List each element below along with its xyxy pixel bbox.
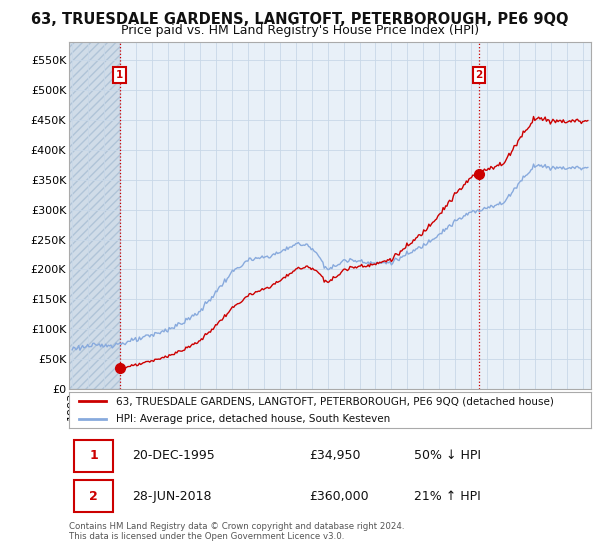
Text: £34,950: £34,950 xyxy=(309,449,361,463)
Text: 50% ↓ HPI: 50% ↓ HPI xyxy=(413,449,481,463)
Text: HPI: Average price, detached house, South Kesteven: HPI: Average price, detached house, Sout… xyxy=(116,414,390,424)
FancyBboxPatch shape xyxy=(74,480,113,512)
Text: £360,000: £360,000 xyxy=(309,489,369,503)
Text: 1: 1 xyxy=(89,449,98,463)
Text: 28-JUN-2018: 28-JUN-2018 xyxy=(131,489,211,503)
Text: 2: 2 xyxy=(475,70,483,80)
Text: 21% ↑ HPI: 21% ↑ HPI xyxy=(413,489,480,503)
Text: 63, TRUESDALE GARDENS, LANGTOFT, PETERBOROUGH, PE6 9QQ (detached house): 63, TRUESDALE GARDENS, LANGTOFT, PETERBO… xyxy=(116,396,554,406)
Text: Contains HM Land Registry data © Crown copyright and database right 2024.
This d: Contains HM Land Registry data © Crown c… xyxy=(69,522,404,542)
Text: 1: 1 xyxy=(116,70,123,80)
FancyBboxPatch shape xyxy=(74,440,113,472)
Text: 2: 2 xyxy=(89,489,98,503)
Bar xyxy=(69,42,119,389)
Text: 63, TRUESDALE GARDENS, LANGTOFT, PETERBOROUGH, PE6 9QQ: 63, TRUESDALE GARDENS, LANGTOFT, PETERBO… xyxy=(31,12,569,27)
Text: Price paid vs. HM Land Registry's House Price Index (HPI): Price paid vs. HM Land Registry's House … xyxy=(121,24,479,37)
Text: 20-DEC-1995: 20-DEC-1995 xyxy=(131,449,214,463)
